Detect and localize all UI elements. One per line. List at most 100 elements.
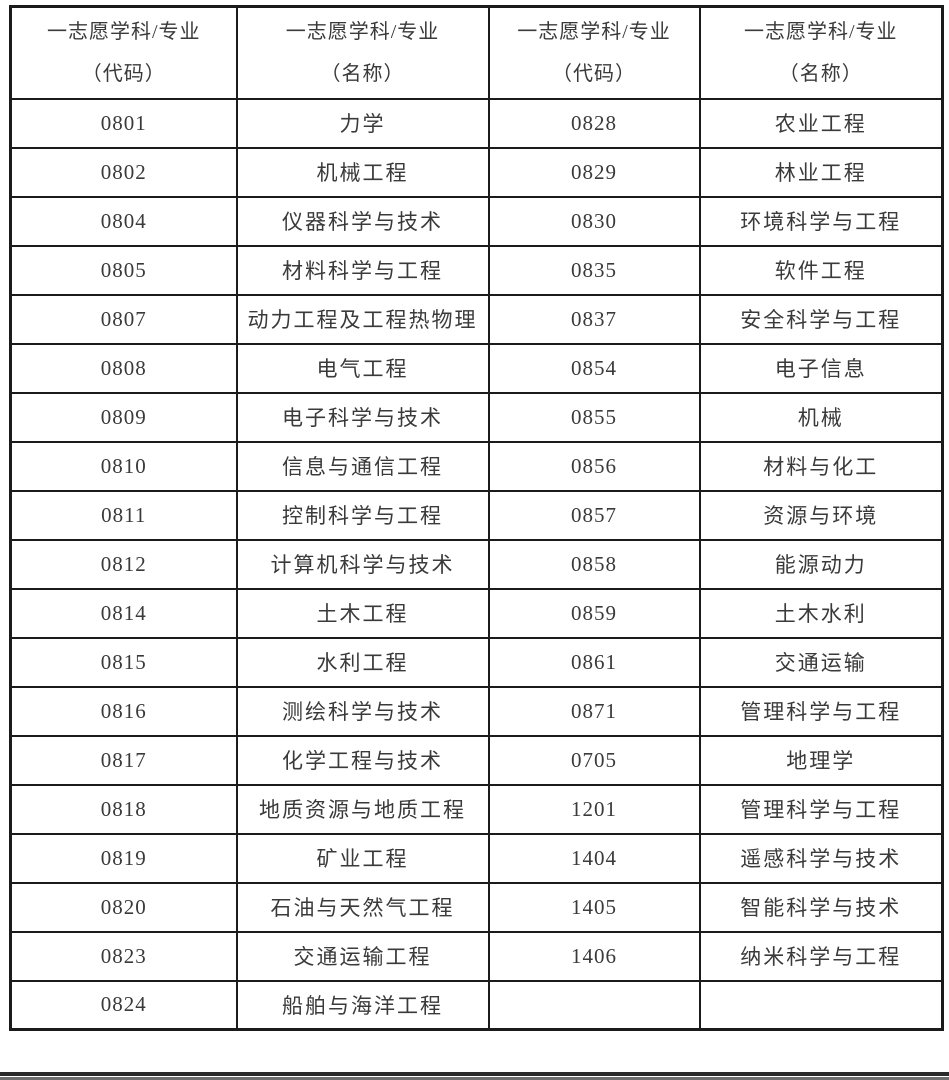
code-cell: 0816 [9, 685, 238, 737]
header-subtitle: （代码） [81, 62, 166, 85]
name-cell: 控制科学与工程 [235, 489, 490, 541]
code-cell: 0801 [9, 97, 238, 149]
header-subtitle: （代码） [552, 62, 636, 85]
bottom-rule-gray-line [0, 1077, 949, 1080]
name-cell: 材料与化工 [698, 440, 944, 492]
name-cell: 土木工程 [235, 587, 490, 639]
table-row: 0817 化学工程与技术 0705 地理学 [9, 734, 944, 786]
table-row: 0804 仪器科学与技术 0830 环境科学与工程 [9, 195, 944, 247]
header-row: 一志愿学科/专业 （代码） 一志愿学科/专业 （名称） 一志愿学科/专业 （代码… [9, 5, 944, 100]
table-row: 0816 测绘科学与技术 0871 管理科学与工程 [9, 685, 944, 737]
header-title: 一志愿学科/专业 [46, 20, 201, 43]
table-body: 0801 力学 0828 农业工程 0802 机械工程 0829 林业工程 0804 仪器科学与技… [9, 97, 944, 1031]
name-cell: 电气工程 [235, 342, 490, 394]
code-cell: 0808 [9, 342, 238, 394]
name-cell: 软件工程 [698, 244, 944, 296]
table-row: 0801 力学 0828 农业工程 [9, 97, 944, 149]
table-row: 0812 计算机科学与技术 0858 能源动力 [9, 538, 944, 590]
name-cell: 交通运输 [698, 636, 944, 688]
code-cell: 0830 [487, 195, 701, 247]
name-cell: 机械工程 [235, 146, 490, 198]
discipline-code-table-wrap: 一志愿学科/专业 （代码） 一志愿学科/专业 （名称） 一志愿学科/专业 （代码… [9, 5, 944, 1031]
code-cell: 1404 [487, 832, 701, 884]
name-cell: 石油与天然气工程 [235, 881, 490, 933]
header-subtitle: （名称） [778, 62, 863, 85]
name-cell: 材料科学与工程 [235, 244, 490, 296]
name-cell: 环境科学与工程 [698, 195, 944, 247]
code-cell: 0811 [9, 489, 238, 541]
table-row: 0824 船舶与海洋工程 [9, 979, 944, 1031]
name-cell: 机械 [698, 391, 944, 443]
name-cell: 地理学 [698, 734, 944, 786]
discipline-code-table: 一志愿学科/专业 （代码） 一志愿学科/专业 （名称） 一志愿学科/专业 （代码… [9, 5, 944, 1031]
name-cell: 管理科学与工程 [698, 783, 944, 835]
name-cell: 电子信息 [698, 342, 944, 394]
name-cell: 动力工程及工程热物理 [235, 293, 490, 345]
code-cell: 0857 [487, 489, 701, 541]
code-cell: 0705 [487, 734, 701, 786]
name-cell: 资源与环境 [698, 489, 944, 541]
name-cell: 信息与通信工程 [235, 440, 490, 492]
name-cell: 交通运输工程 [235, 930, 490, 982]
table-row: 0810 信息与通信工程 0856 材料与化工 [9, 440, 944, 492]
table-header: 一志愿学科/专业 （代码） 一志愿学科/专业 （名称） 一志愿学科/专业 （代码… [9, 5, 944, 100]
header-name-2: 一志愿学科/专业 （名称） [698, 5, 944, 100]
header-subtitle: （名称） [320, 62, 405, 85]
name-cell: 地质资源与地质工程 [235, 783, 490, 835]
name-cell [698, 979, 944, 1031]
table-row: 0811 控制科学与工程 0857 资源与环境 [9, 489, 944, 541]
name-cell: 电子科学与技术 [235, 391, 490, 443]
name-cell: 力学 [235, 97, 490, 149]
name-cell: 能源动力 [698, 538, 944, 590]
code-cell: 0861 [487, 636, 701, 688]
code-cell: 0807 [9, 293, 238, 345]
name-cell: 矿业工程 [235, 832, 490, 884]
name-cell: 计算机科学与技术 [235, 538, 490, 590]
code-cell: 0810 [9, 440, 238, 492]
code-cell: 0812 [9, 538, 238, 590]
code-cell: 0814 [9, 587, 238, 639]
name-cell: 测绘科学与技术 [235, 685, 490, 737]
code-cell: 0854 [487, 342, 701, 394]
name-cell: 水利工程 [235, 636, 490, 688]
code-cell: 0815 [9, 636, 238, 688]
code-cell: 0817 [9, 734, 238, 786]
code-cell: 0804 [9, 195, 238, 247]
table-row: 0815 水利工程 0861 交通运输 [9, 636, 944, 688]
code-cell: 1406 [487, 930, 701, 982]
code-cell: 1405 [487, 881, 701, 933]
name-cell: 化学工程与技术 [235, 734, 490, 786]
name-cell: 管理科学与工程 [698, 685, 944, 737]
code-cell: 1201 [487, 783, 701, 835]
code-cell: 0858 [487, 538, 701, 590]
code-cell: 0805 [9, 244, 238, 296]
table-row: 0808 电气工程 0854 电子信息 [9, 342, 944, 394]
code-cell: 0859 [487, 587, 701, 639]
name-cell: 林业工程 [698, 146, 944, 198]
code-cell: 0818 [9, 783, 238, 835]
header-code-2: 一志愿学科/专业 （代码） [487, 5, 701, 100]
table-row: 0809 电子科学与技术 0855 机械 [9, 391, 944, 443]
code-cell: 0809 [9, 391, 238, 443]
table-row: 0820 石油与天然气工程 1405 智能科学与技术 [9, 881, 944, 933]
table-row: 0814 土木工程 0859 土木水利 [9, 587, 944, 639]
page-bottom-rule [0, 1072, 949, 1080]
table-row: 0823 交通运输工程 1406 纳米科学与工程 [9, 930, 944, 982]
table-row: 0819 矿业工程 1404 遥感科学与技术 [9, 832, 944, 884]
table-row: 0805 材料科学与工程 0835 软件工程 [9, 244, 944, 296]
name-cell: 智能科学与技术 [698, 881, 944, 933]
header-name-1: 一志愿学科/专业 （名称） [235, 5, 490, 100]
name-cell: 农业工程 [698, 97, 944, 149]
code-cell: 0819 [9, 832, 238, 884]
code-cell: 0823 [9, 930, 238, 982]
code-cell: 0820 [9, 881, 238, 933]
code-cell: 0871 [487, 685, 701, 737]
code-cell: 0837 [487, 293, 701, 345]
name-cell: 仪器科学与技术 [235, 195, 490, 247]
code-cell: 0828 [487, 97, 701, 149]
header-code-1: 一志愿学科/专业 （代码） [9, 5, 238, 100]
bottom-rule-dark-line [0, 1072, 949, 1076]
name-cell: 船舶与海洋工程 [235, 979, 490, 1031]
name-cell: 遥感科学与技术 [698, 832, 944, 884]
code-cell: 0829 [487, 146, 701, 198]
